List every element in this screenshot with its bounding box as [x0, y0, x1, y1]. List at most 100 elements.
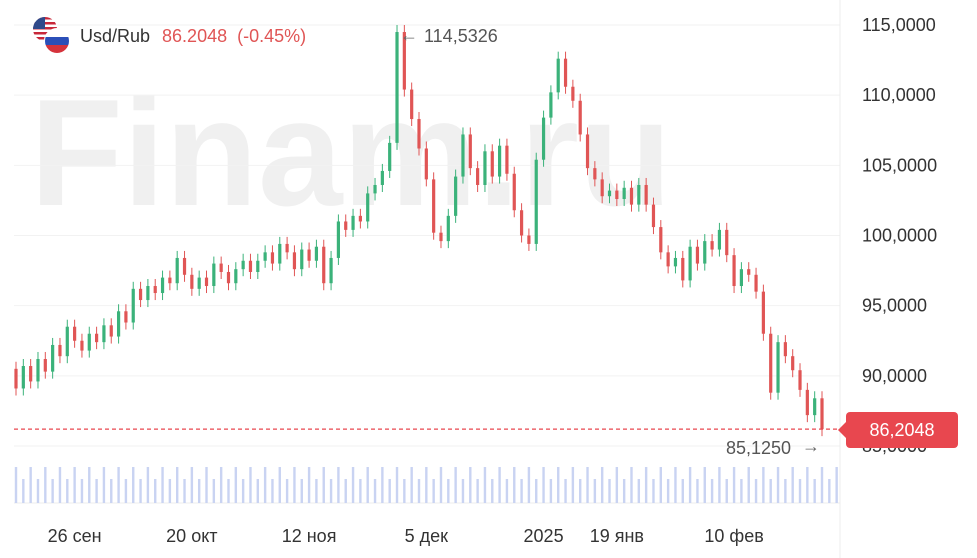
chart-header: Usd/Rub 86.2048 (-0.45%)	[32, 16, 306, 56]
candle	[534, 152, 538, 251]
volume-bar	[95, 479, 98, 503]
min-arrow-icon: →	[802, 436, 820, 456]
y-tick-label: 95,0000	[862, 296, 927, 316]
candle-body	[549, 92, 553, 118]
candle-body	[769, 333, 773, 393]
axes: 115,0000 110,0000 105,0000 100,0000 95,0000 9…	[48, 15, 937, 546]
candle-body	[483, 151, 487, 185]
volume-bar	[644, 467, 648, 503]
volume-bar	[271, 479, 274, 503]
volume-bar	[564, 479, 567, 503]
volume-bar	[66, 479, 69, 503]
candle	[80, 333, 84, 358]
candle-body	[688, 246, 692, 281]
candle-body	[65, 326, 69, 357]
candle	[651, 197, 656, 235]
volume-bar	[659, 467, 662, 503]
volume-bar	[505, 479, 509, 503]
candle	[791, 349, 795, 378]
candle-body	[805, 389, 809, 416]
candle-body	[73, 326, 77, 341]
volume-bar	[315, 479, 318, 503]
candle	[58, 337, 62, 364]
y-tick-label: 115,0000	[862, 15, 936, 35]
volume-bar	[491, 479, 494, 503]
candle	[476, 161, 480, 192]
candle	[314, 239, 319, 268]
volume-bar	[586, 467, 589, 503]
volume-bar	[754, 479, 758, 503]
volume-bar	[688, 467, 692, 503]
candle	[446, 208, 450, 249]
volume-bar	[183, 479, 186, 503]
volume-bar	[725, 479, 728, 503]
candle-body	[615, 190, 619, 200]
max-arrow-icon: ←	[400, 25, 418, 45]
volume-bar	[124, 479, 128, 503]
volume-bar	[820, 467, 824, 503]
candle	[410, 82, 414, 127]
volume-bar	[73, 467, 76, 503]
candle	[541, 110, 546, 167]
candle-body	[476, 168, 480, 185]
volume-bar	[791, 467, 794, 503]
candle	[43, 351, 47, 379]
candle	[607, 183, 612, 204]
candle-body	[432, 179, 436, 233]
volume-bar	[285, 479, 289, 503]
volume-bar	[579, 479, 582, 503]
candle	[600, 172, 604, 204]
volume-bar	[535, 479, 538, 503]
volume-bar	[22, 479, 25, 503]
volume-bar	[205, 467, 208, 503]
header-price: 86.2048	[162, 25, 228, 46]
volume-bar	[234, 467, 238, 503]
candle-body	[395, 32, 399, 143]
candle-body	[87, 333, 91, 351]
candle	[366, 186, 370, 229]
candle	[153, 279, 157, 301]
volume-bar	[249, 467, 252, 503]
volume-bar	[447, 479, 450, 503]
candle-body	[541, 117, 546, 160]
candle-body	[783, 342, 787, 357]
candle	[102, 318, 106, 350]
candle	[783, 335, 787, 364]
candle-body	[51, 344, 55, 372]
volume-bar	[425, 467, 428, 503]
candle-body	[146, 286, 150, 301]
candle-body	[703, 241, 707, 264]
header-change: (-0.45%)	[237, 25, 307, 46]
candle	[454, 169, 458, 223]
candle-body	[732, 255, 736, 287]
candle-body	[410, 89, 414, 120]
candle-body	[160, 277, 165, 294]
candle	[146, 279, 150, 308]
volume-bar	[44, 467, 47, 503]
candle	[87, 326, 91, 358]
candle	[688, 239, 692, 288]
candle	[813, 391, 817, 423]
volume-bar	[329, 479, 333, 503]
candle-body	[21, 366, 25, 389]
candle-body	[571, 86, 575, 101]
candle	[432, 172, 436, 240]
volume-bar	[696, 479, 699, 503]
volume-bar	[373, 479, 377, 503]
candle-body	[329, 257, 333, 284]
min-label: 85,1250	[726, 438, 791, 458]
volume-bar	[600, 467, 604, 503]
current-price-tag: 86,2048	[838, 412, 958, 448]
volume-bar	[542, 467, 545, 503]
volume-bar	[410, 467, 413, 503]
candle-body	[153, 286, 157, 294]
pair-name: Usd/Rub	[80, 25, 151, 46]
candle-body	[651, 204, 656, 228]
candle	[336, 214, 340, 265]
volume-bar	[256, 479, 259, 503]
candle-body	[490, 151, 494, 177]
candle	[549, 85, 553, 125]
volume-bar	[14, 467, 18, 503]
candle	[51, 337, 55, 379]
candle	[190, 267, 194, 296]
